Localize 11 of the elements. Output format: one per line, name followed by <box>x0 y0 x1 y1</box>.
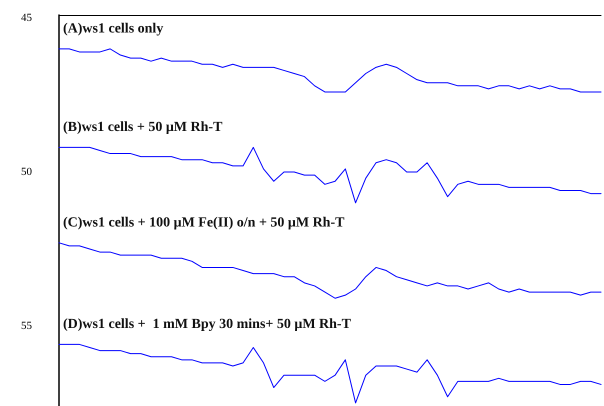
annotation: (A)ws1 cells only <box>63 21 164 36</box>
y-tick-label: 45 <box>21 12 32 24</box>
line-series <box>58 344 602 404</box>
annotation: (C)ws1 cells + 100 μM Fe(II) o/n + 50 μM Rh-T <box>63 215 346 230</box>
line-series <box>58 48 602 92</box>
y-tick-label: 50 <box>21 166 32 178</box>
y-tick-label: 55 <box>21 320 32 332</box>
line-series <box>58 146 602 204</box>
annotation: (D)ws1 cells + 1 mM Bpy 30 mins+ 50 μM Rh-T <box>63 316 352 332</box>
annotation: (B)ws1 cells + 50 μM Rh-T <box>63 120 224 135</box>
line-series <box>58 242 602 299</box>
